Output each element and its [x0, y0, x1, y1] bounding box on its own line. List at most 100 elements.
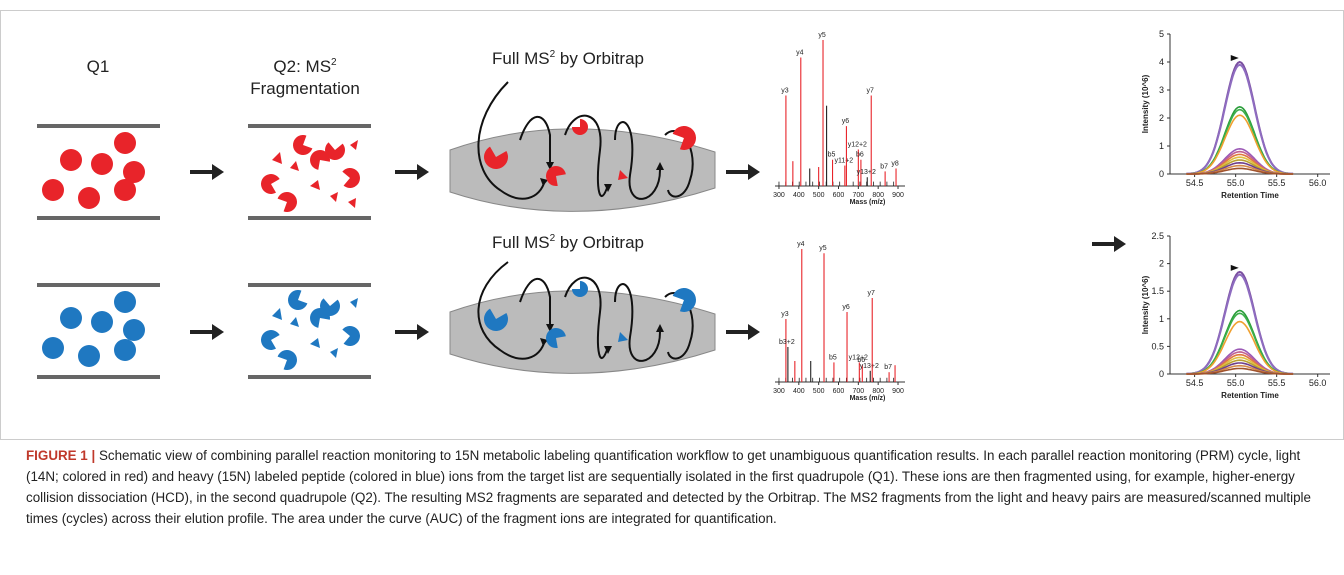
trajectory-path [519, 115, 551, 165]
xic-y-tick-label: 1.5 [1151, 286, 1164, 296]
fragmentation-label: Fragmentation [250, 79, 360, 98]
ion-heavy [114, 291, 136, 313]
fragment-light [310, 150, 330, 170]
peak-label: y3 [781, 311, 789, 318]
orbit-ion-light [572, 119, 588, 135]
ms2-spectrum-heavy: 300 400 500 600 700 800 900 Mass (m/z) y3 b3+2 y4 y… [773, 241, 905, 402]
orbitrap-trap-top [449, 128, 716, 212]
spectrum-tick-label: 900 [892, 388, 904, 395]
arrowhead-icon [546, 324, 554, 332]
q1-heavy-ions [42, 291, 145, 367]
q2-top-bar-light [248, 124, 371, 128]
peak-label: b5 [829, 354, 837, 361]
ion-heavy [42, 337, 64, 359]
fragment-light [325, 142, 345, 160]
xic-trace [1186, 167, 1294, 175]
arrow-right-icon [726, 164, 760, 180]
fragment-heavy [310, 308, 330, 328]
ion-heavy [114, 339, 136, 361]
spectrum-tick-label: 700 [852, 192, 864, 199]
xic-trace [1186, 270, 1294, 375]
xic-x-tick-label: 54.5 [1186, 178, 1204, 188]
trajectory-arrowheads-top [540, 162, 664, 192]
xic-y-tick-label: 5 [1159, 29, 1164, 39]
peak-label: y7 [868, 290, 876, 297]
peak-label: y3 [781, 87, 789, 94]
peak-label: y12+2 [848, 142, 867, 149]
caption-text: Schematic view of combining parallel rea… [26, 448, 1311, 526]
workflow-schematic: Q1 Q2: MS2 Fragmentation Full MS2 by Orb… [0, 10, 1344, 440]
peak-label: b5 [828, 152, 836, 159]
orbit-ion-light [672, 126, 696, 150]
peak-label: b7 [880, 163, 888, 170]
flow-arrows [190, 164, 1126, 340]
peak-label: y12+2 [849, 354, 868, 361]
fragment-heavy [310, 338, 320, 348]
peak-label: b3+2 [779, 339, 795, 346]
caption-label: FIGURE 1 | [26, 448, 96, 463]
spectrum-tick-label: 700 [852, 388, 864, 395]
trajectory-path [614, 283, 661, 362]
spectrum-tick-label: 900 [892, 192, 904, 199]
xic-y-tick-label: 0 [1159, 369, 1164, 379]
orbit-ion-heavy [572, 281, 588, 297]
arrowhead-icon [656, 324, 664, 332]
fragment-heavy [330, 348, 338, 358]
q1-label: Q1 [87, 57, 110, 76]
q1-top-bar-heavy [37, 283, 160, 287]
arrowhead-icon [604, 184, 612, 192]
fragment-light [342, 168, 360, 188]
spectrum-axis-label: Mass (m/z) [850, 395, 886, 402]
spectrum-axis-label: Mass (m/z) [850, 199, 886, 206]
q1-bottom-bar-light [37, 216, 160, 220]
xic-x-tick-label: 55.0 [1227, 178, 1245, 188]
ion-light [42, 179, 64, 201]
fragment-light [277, 192, 297, 212]
peak-label: b7 [884, 364, 892, 371]
arrowhead-icon [540, 338, 548, 346]
xic-y-tick-label: 2 [1159, 113, 1164, 123]
orbit-ion-heavy [484, 308, 508, 331]
arrow-right-icon [1092, 236, 1126, 252]
fragment-light [272, 152, 282, 164]
xic-trace [1186, 108, 1294, 175]
xic-panel-heavy: 0 0.5 1 1.5 2 2.5 54.5 55.0 55.5 56.0 Retention Ti… [1141, 231, 1330, 400]
xic-x-tick-label: 56.0 [1309, 178, 1327, 188]
peak-label: b6 [856, 152, 864, 159]
xic-trace [1186, 114, 1294, 175]
ion-light [114, 132, 136, 154]
peak-label: b6 [857, 357, 865, 364]
orbit-ion-light [618, 170, 628, 180]
xic-y-tick-label: 0.5 [1151, 341, 1164, 351]
arrow-right-icon [190, 164, 224, 180]
trajectory-path [519, 277, 551, 327]
trajectory-path [477, 261, 546, 360]
apex-marker-icon [1230, 264, 1239, 271]
peak-label: y6 [842, 118, 850, 125]
ion-light [91, 153, 113, 175]
q2-top-bar-heavy [248, 283, 371, 287]
xic-y-tick-label: 2.5 [1151, 231, 1164, 241]
fragment-light [310, 180, 320, 190]
ion-heavy [60, 307, 82, 329]
ion-heavy [123, 319, 145, 341]
arrowhead-icon [604, 346, 612, 354]
xic-x-tick-label: 56.0 [1309, 378, 1327, 388]
fragment-light [348, 198, 356, 208]
xic-x-tick-label: 55.5 [1268, 378, 1286, 388]
q2-bottom-bar-light [248, 216, 371, 220]
xic-trace [1186, 367, 1294, 375]
xic-x-axis-label: Retention Time [1221, 191, 1279, 200]
ion-light [78, 187, 100, 209]
q2-light-fragments [261, 135, 360, 212]
xic-y-axis-label: Intensity (10^6) [1141, 275, 1150, 334]
xic-y-tick-label: 4 [1159, 57, 1164, 67]
q1-light-ions [42, 132, 145, 209]
apex-marker-icon [1230, 55, 1239, 61]
peak-label: y7 [867, 87, 875, 94]
orbit-ion-heavy [546, 328, 566, 348]
figure-caption: FIGURE 1 | Schematic view of combining p… [26, 445, 1326, 529]
peak-label: y4 [797, 241, 805, 248]
orbitrap-label-top: Full MS2 by Orbitrap [492, 49, 644, 68]
orbitrap-label-bottom: Full MS2 by Orbitrap [492, 233, 644, 252]
